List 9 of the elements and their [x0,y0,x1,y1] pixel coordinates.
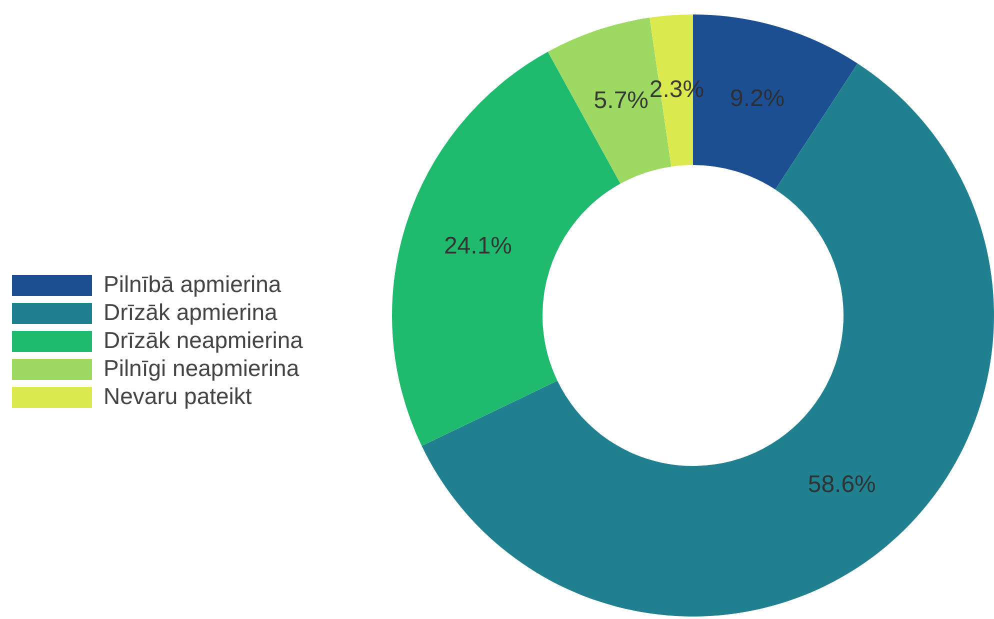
data-label: 24.1% [444,232,512,260]
data-label: 58.6% [808,470,876,498]
legend-label: Drīzāk apmierina [104,298,278,325]
legend-label: Nevaru pateikt [104,382,252,409]
legend-label: Pilnīgi neapmierina [104,354,300,381]
legend-label: Drīzāk neapmierina [104,326,304,353]
legend-label: Pilnībā apmierina [104,270,282,297]
data-label: 5.7% [594,87,648,114]
data-label: 9.2% [730,84,785,112]
